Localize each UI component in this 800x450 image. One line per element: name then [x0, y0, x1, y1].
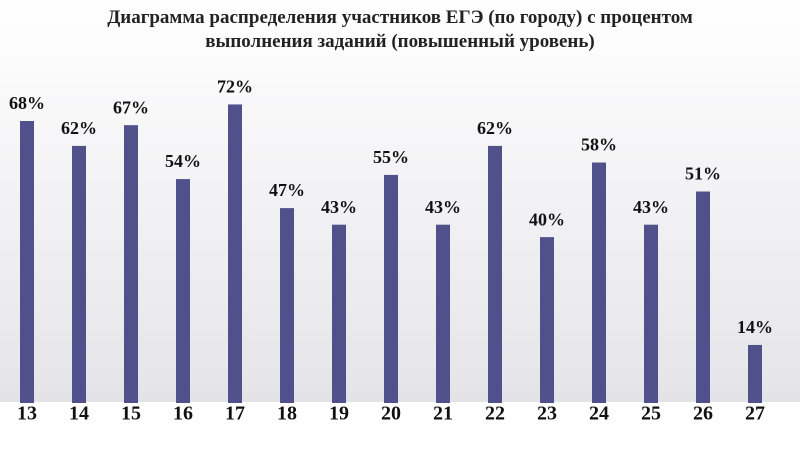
bar — [228, 104, 242, 403]
x-tick-label: 24 — [589, 403, 609, 425]
x-tick-label: 17 — [225, 403, 245, 425]
bar — [748, 344, 762, 403]
bar — [280, 208, 294, 403]
chart-title: Диаграмма распределения участников ЕГЭ (… — [107, 7, 693, 52]
data-label: 47% — [269, 180, 305, 200]
data-label: 51% — [685, 164, 721, 184]
x-tick-label: 22 — [485, 403, 505, 425]
bar — [488, 145, 502, 403]
data-label: 68% — [9, 93, 45, 113]
data-label: 54% — [165, 151, 201, 171]
x-tick-label: 20 — [381, 403, 401, 425]
data-label: 43% — [633, 197, 669, 217]
axis-strip — [0, 402, 800, 450]
x-tick-label: 13 — [17, 403, 37, 425]
bar — [644, 224, 658, 403]
bar — [384, 174, 398, 403]
bar — [176, 179, 190, 403]
data-label: 43% — [321, 197, 357, 217]
bar — [436, 224, 450, 403]
data-label: 58% — [581, 135, 617, 155]
x-tick-label: 15 — [121, 403, 141, 425]
bar — [332, 224, 346, 403]
data-label: 67% — [113, 97, 149, 117]
x-tick-label: 14 — [69, 403, 89, 425]
bar — [592, 162, 606, 403]
bar — [540, 237, 554, 403]
bar — [20, 121, 34, 403]
x-tick-label: 27 — [745, 403, 765, 425]
data-label: 43% — [425, 197, 461, 217]
bar — [72, 145, 86, 403]
data-label: 72% — [217, 77, 253, 97]
x-tick-label: 19 — [329, 403, 349, 425]
x-tick-label: 23 — [537, 403, 557, 425]
bar — [696, 191, 710, 403]
x-tick-label: 26 — [693, 403, 713, 425]
data-label: 62% — [61, 118, 97, 138]
x-tick-label: 16 — [173, 403, 193, 425]
data-label: 62% — [477, 118, 513, 138]
x-tick-label: 25 — [641, 403, 661, 425]
data-label: 55% — [373, 147, 409, 167]
data-label: 40% — [529, 209, 565, 229]
data-label: 14% — [737, 317, 773, 337]
bar — [124, 125, 138, 403]
x-tick-label: 18 — [277, 403, 297, 425]
x-tick-label: 21 — [433, 403, 453, 425]
